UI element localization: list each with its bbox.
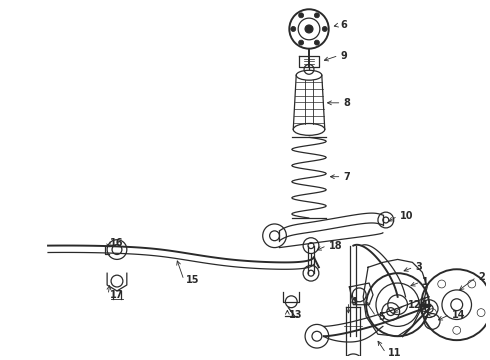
Circle shape [468, 280, 476, 288]
Text: 13: 13 [289, 310, 303, 320]
Circle shape [299, 13, 304, 18]
Text: 3: 3 [416, 262, 422, 272]
Text: 17: 17 [110, 290, 123, 300]
Text: 9: 9 [341, 50, 347, 60]
Text: 2: 2 [478, 272, 485, 282]
Text: 10: 10 [400, 211, 413, 221]
Text: 4: 4 [350, 297, 357, 307]
Text: 8: 8 [343, 98, 350, 108]
Text: 7: 7 [343, 172, 350, 182]
Text: 16: 16 [110, 238, 123, 248]
Circle shape [291, 27, 296, 31]
Text: 18: 18 [329, 240, 343, 251]
Circle shape [305, 25, 313, 33]
Circle shape [315, 13, 319, 18]
Circle shape [322, 27, 327, 31]
Circle shape [315, 40, 319, 45]
Circle shape [299, 40, 304, 45]
Text: 1: 1 [422, 300, 429, 310]
Circle shape [438, 280, 445, 288]
Circle shape [451, 299, 463, 311]
Text: 12: 12 [408, 300, 421, 310]
Circle shape [428, 309, 436, 316]
Text: 14: 14 [452, 310, 466, 320]
Text: 6: 6 [341, 20, 347, 30]
Text: 15: 15 [186, 275, 199, 285]
Circle shape [453, 327, 461, 334]
Text: 11: 11 [388, 348, 401, 358]
Text: 1: 1 [422, 277, 429, 287]
Circle shape [477, 309, 485, 316]
Text: 5: 5 [378, 311, 385, 321]
